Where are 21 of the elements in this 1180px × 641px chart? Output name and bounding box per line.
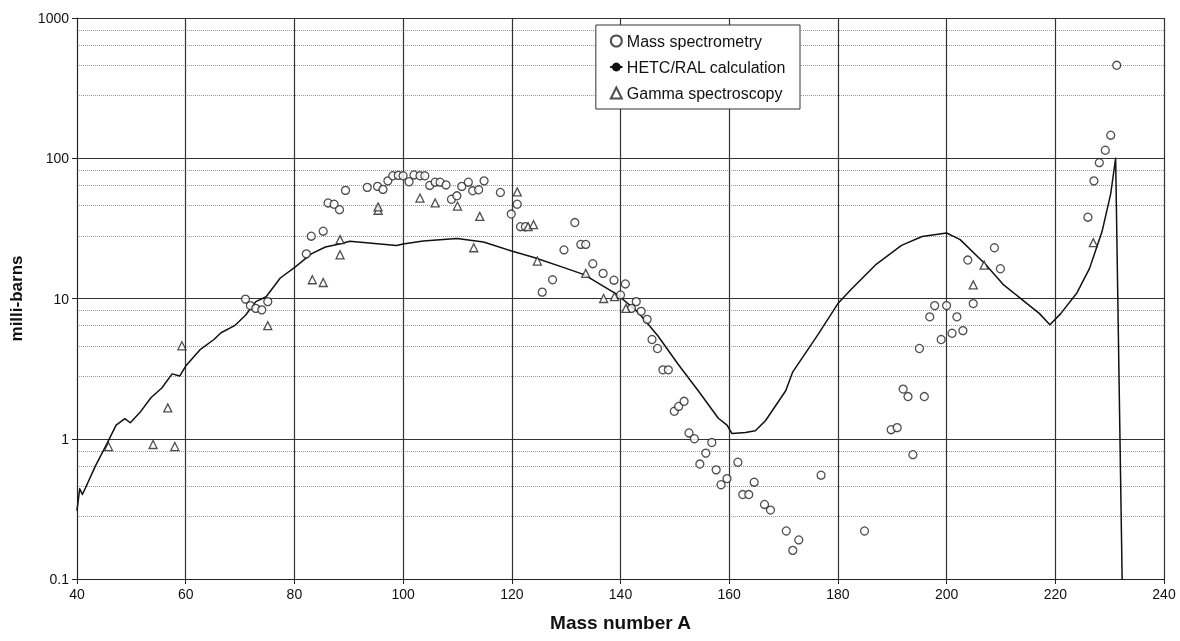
x-tick-label: 120 [500, 586, 524, 602]
x-tick-label: 220 [1043, 586, 1068, 602]
y-tick-label: 1 [61, 430, 70, 447]
y-tick-label: 100 [45, 150, 70, 167]
y-tick-label: 0.1 [49, 571, 70, 587]
y-tick-label: 10 [53, 290, 70, 307]
y-tick-label: 1000 [37, 10, 70, 26]
x-tick-label: 40 [69, 586, 85, 602]
legend-label: HETC/RAL calculation [626, 58, 786, 76]
y-axis-title: milli-barns [7, 255, 26, 342]
legend-label: Mass spectrometry [626, 32, 762, 50]
x-axis-title: Mass number A [550, 612, 692, 633]
x-tick-label: 240 [1152, 586, 1176, 602]
x-tick-label: 140 [608, 586, 633, 602]
x-tick-label: 60 [177, 586, 194, 602]
legend-label: Gamma spectroscopy [626, 84, 783, 102]
x-tick-label: 100 [391, 586, 415, 602]
x-tick-label: 80 [286, 586, 303, 602]
x-tick-label: 180 [826, 586, 850, 602]
x-tick-label: 160 [717, 586, 742, 602]
x-tick-label: 200 [934, 586, 959, 602]
